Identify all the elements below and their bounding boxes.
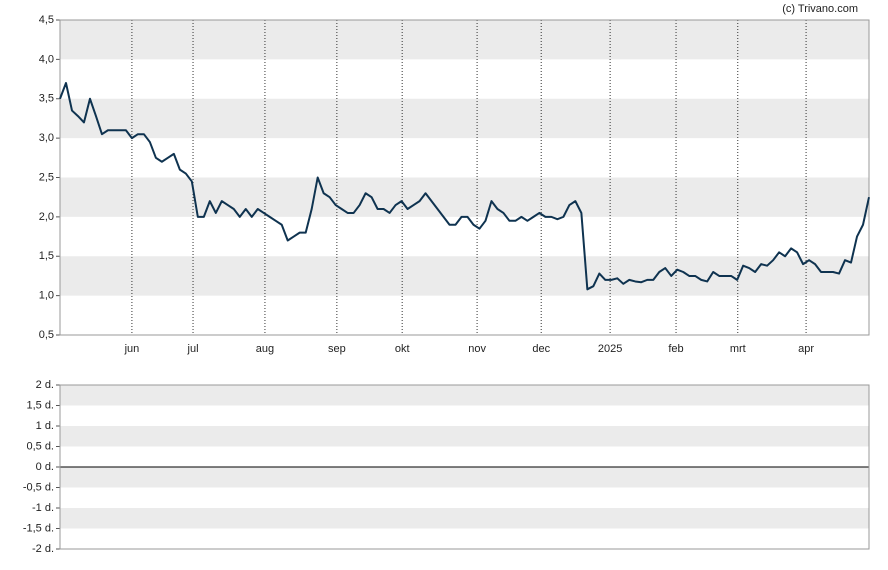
grid-band [60, 177, 869, 217]
x-tick-label: feb [668, 343, 683, 355]
y-tick-label: 2,5 [39, 171, 54, 183]
y-tick-label: -2 d. [32, 543, 54, 555]
y-tick-label: -1,5 d. [23, 522, 54, 534]
grid-band [60, 256, 869, 296]
y-tick-label: 2 d. [36, 379, 54, 391]
y-tick-label: 1,5 [39, 250, 54, 262]
x-tick-label: aug [256, 343, 274, 355]
grid-band [60, 508, 869, 529]
x-tick-label: jul [187, 343, 199, 355]
y-tick-label: 2,0 [39, 211, 54, 223]
x-tick-label: jun [124, 343, 140, 355]
credit: (c) Trivano.com [782, 3, 858, 15]
y-tick-label: 0,5 [39, 329, 54, 341]
plot-frame [59, 384, 870, 550]
grid-band [60, 20, 869, 60]
grid-band [60, 426, 869, 447]
grid-band [60, 467, 869, 488]
x-tick-label: dec [532, 343, 550, 355]
grid-band [60, 385, 869, 406]
y-tick-label: 4,0 [39, 53, 54, 65]
y-tick-label: -1 d. [32, 502, 54, 514]
x-tick-label: nov [468, 343, 486, 355]
x-tick-label: 2025 [598, 343, 622, 355]
y-tick-label: 0,5 d. [26, 440, 54, 452]
grid-band [60, 98, 869, 139]
y-tick-label: 0 d. [36, 461, 54, 473]
x-tick-label: mrt [730, 343, 746, 355]
x-tick-label: sep [328, 343, 346, 355]
x-tick-label: apr [798, 343, 814, 355]
y-tick-label: 3,5 [39, 93, 54, 105]
y-tick-label: 1,5 d. [26, 399, 54, 411]
y-tick-label: 1,0 [39, 290, 54, 302]
price-line [59, 82, 870, 291]
x-tick-label: okt [395, 343, 410, 355]
y-tick-label: -0,5 d. [23, 481, 54, 493]
y-tick-label: 1 d. [36, 420, 54, 432]
y-tick-label: 3,0 [39, 132, 54, 144]
plot-frame [59, 19, 870, 336]
y-tick-label: 4,5 [39, 14, 54, 26]
